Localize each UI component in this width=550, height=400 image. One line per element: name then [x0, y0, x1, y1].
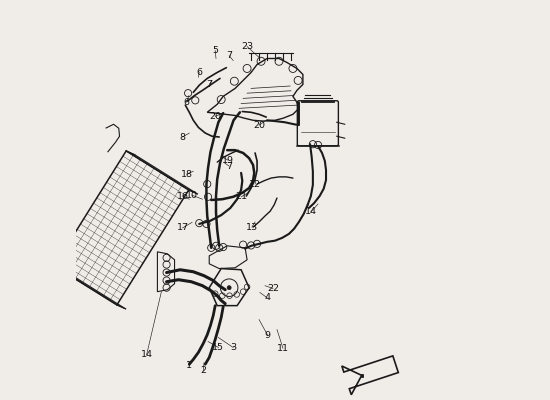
Text: 17: 17 [177, 224, 189, 232]
Text: 12: 12 [249, 180, 261, 188]
Circle shape [227, 286, 231, 290]
Text: 16: 16 [177, 192, 189, 200]
Text: 4: 4 [264, 293, 270, 302]
Text: 14: 14 [141, 350, 153, 359]
Text: 6: 6 [184, 98, 190, 107]
Text: 11: 11 [277, 344, 289, 353]
Text: 15: 15 [212, 343, 224, 352]
Text: 9: 9 [265, 331, 271, 340]
Text: 3: 3 [230, 343, 236, 352]
Text: 10: 10 [186, 191, 198, 200]
Text: 19: 19 [222, 156, 234, 165]
Text: 5: 5 [212, 46, 218, 55]
Text: 6: 6 [196, 68, 202, 77]
Text: 20: 20 [209, 112, 221, 121]
Text: 18: 18 [180, 170, 192, 178]
Text: 7: 7 [226, 51, 232, 60]
Text: 21: 21 [235, 192, 247, 201]
Text: 13: 13 [246, 223, 258, 232]
Text: 8: 8 [179, 132, 185, 142]
Text: 14: 14 [305, 208, 317, 216]
Text: 22: 22 [267, 284, 279, 293]
Text: 1: 1 [186, 361, 192, 370]
Text: 23: 23 [241, 42, 253, 51]
Text: 20: 20 [253, 120, 265, 130]
Text: 7: 7 [226, 162, 232, 171]
Text: 2: 2 [200, 366, 206, 375]
Text: 7: 7 [206, 80, 212, 89]
